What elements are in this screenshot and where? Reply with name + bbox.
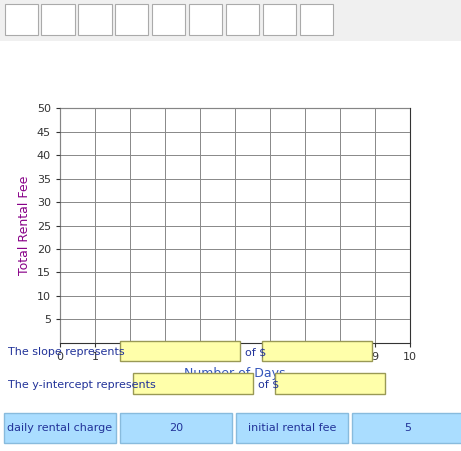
Text: 5: 5	[404, 423, 412, 433]
Text: ▾: ▾	[291, 22, 296, 31]
FancyBboxPatch shape	[275, 373, 385, 394]
Text: ⟳: ⟳	[235, 11, 250, 29]
X-axis label: Number of Days: Number of Days	[184, 368, 286, 380]
FancyBboxPatch shape	[120, 413, 232, 443]
FancyBboxPatch shape	[4, 413, 116, 443]
Text: ▾: ▾	[325, 16, 330, 25]
Text: 20: 20	[169, 423, 183, 433]
Y-axis label: Total Rental Fee: Total Rental Fee	[18, 176, 31, 275]
Text: initial rental fee: initial rental fee	[248, 423, 336, 433]
FancyBboxPatch shape	[236, 413, 348, 443]
FancyBboxPatch shape	[194, 8, 217, 32]
Text: of $: of $	[258, 380, 279, 390]
FancyBboxPatch shape	[120, 341, 240, 361]
Text: of $: of $	[245, 347, 266, 357]
Text: The slope represents: The slope represents	[8, 347, 124, 357]
FancyBboxPatch shape	[305, 6, 324, 34]
FancyBboxPatch shape	[352, 413, 461, 443]
Text: The y-intercept represents: The y-intercept represents	[8, 380, 156, 390]
Text: daily rental charge: daily rental charge	[7, 423, 112, 433]
Text: ✎: ✎	[209, 7, 216, 16]
FancyBboxPatch shape	[262, 341, 372, 361]
FancyBboxPatch shape	[133, 373, 253, 394]
